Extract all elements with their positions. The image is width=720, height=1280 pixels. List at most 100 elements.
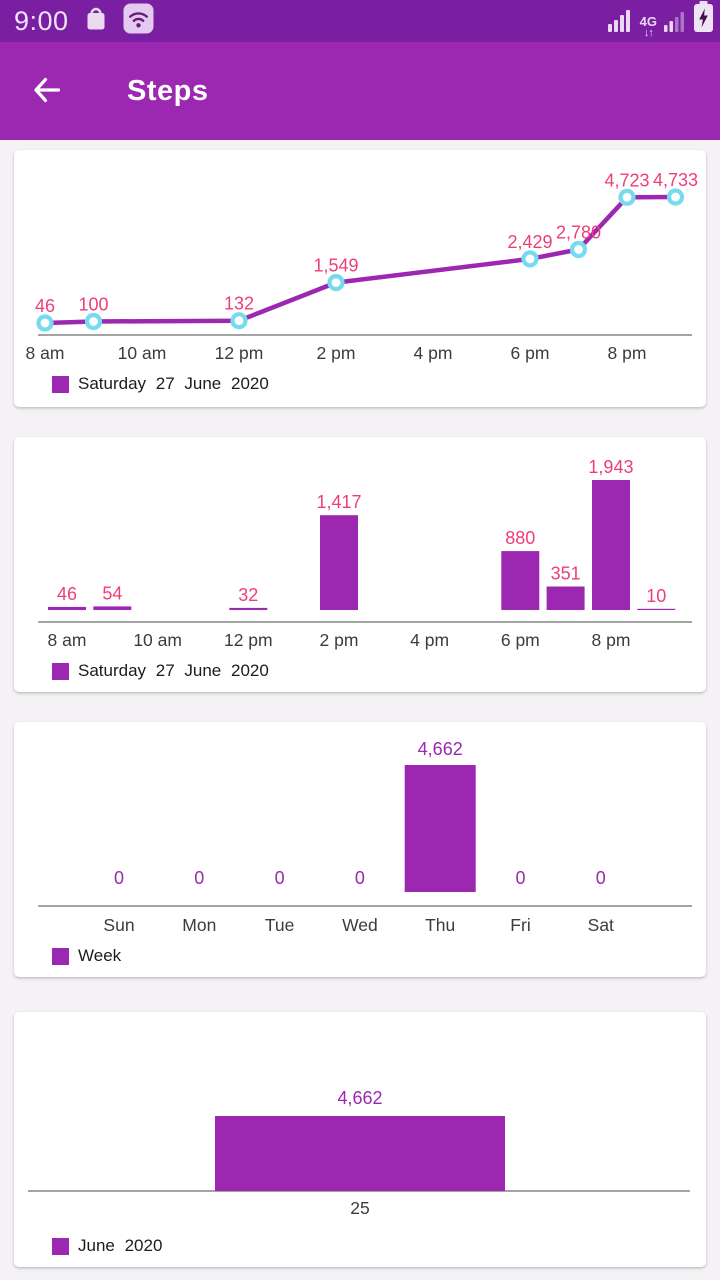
value-label: 4,662: [337, 1088, 382, 1108]
legend: June 2020: [52, 1236, 162, 1256]
x-tick-label: Fri: [510, 915, 530, 935]
battery-charging-icon: [693, 0, 714, 37]
value-label: 351: [551, 564, 581, 584]
x-tick-label: Sat: [588, 915, 614, 935]
data-point-marker: [230, 312, 248, 330]
legend-label: Week: [78, 946, 122, 965]
bar: [592, 480, 630, 610]
x-tick-label: 8 pm: [608, 343, 647, 363]
x-tick-label: 2 pm: [317, 343, 356, 363]
bar: [320, 515, 358, 610]
x-tick-label: Tue: [265, 915, 295, 935]
arrow-left-icon: [29, 73, 63, 110]
legend: Saturday 27 June 2020: [52, 374, 269, 394]
chart-card-month: 25 4,662 June 2020: [14, 1012, 706, 1267]
value-label: 46: [35, 296, 55, 316]
monthly-steps-bar-chart[interactable]: 25 4,662: [14, 1012, 706, 1267]
data-point-marker: [327, 274, 345, 292]
value-label: 0: [194, 868, 204, 888]
value-label: 54: [102, 583, 122, 603]
hourly-steps-bar-chart[interactable]: 8 am 10 am 12 pm 2 pm 4 pm 6 pm 8 pm 46 54 32 1,41…: [14, 437, 706, 692]
x-tick-label: Thu: [425, 915, 455, 935]
legend-swatch: [52, 662, 69, 680]
legend: Week: [52, 946, 121, 966]
value-label: 1,549: [313, 256, 358, 276]
x-tick-label: Sun: [103, 915, 134, 935]
wifi-badge-icon: [123, 3, 154, 39]
legend-swatch: [52, 947, 69, 965]
back-button[interactable]: [18, 63, 74, 119]
network-type-label: 4G: [639, 13, 657, 29]
bar: [404, 765, 476, 892]
value-label: 0: [114, 868, 124, 888]
value-label: 2,429: [507, 232, 552, 252]
value-label: 10: [646, 586, 666, 606]
bar: [48, 606, 86, 610]
bar: [637, 608, 676, 610]
status-bar-right: 4G ↓↑: [607, 0, 714, 42]
x-tick-label: 8 am: [48, 630, 87, 650]
value-label: 1,417: [316, 492, 361, 512]
value-label: 4,723: [604, 170, 649, 190]
x-tick-label: 6 pm: [501, 630, 540, 650]
signal-strength-icon: [607, 9, 633, 37]
x-tick-label: 10 am: [118, 343, 167, 363]
network-arrows: ↓↑: [643, 26, 654, 39]
value-label: 100: [78, 295, 108, 315]
value-label: 32: [238, 585, 258, 605]
bag-icon: [84, 5, 108, 37]
weekly-steps-bar-chart[interactable]: Sun Mon Tue Wed Thu Fri Sat 0 0 0 0 4,662 0 0: [14, 722, 706, 977]
x-tick-label: 4 pm: [414, 343, 453, 363]
chart-card-hourly-bars: 8 am 10 am 12 pm 2 pm 4 pm 6 pm 8 pm 46 54 32 1,41…: [14, 437, 706, 692]
data-point-marker: [36, 314, 54, 332]
data-point-marker: [569, 240, 588, 259]
legend-label: Saturday 27 June 2020: [78, 374, 269, 393]
value-label: 4,662: [418, 739, 463, 759]
x-tick-label: 8 pm: [592, 630, 631, 650]
network-4g-icon: 4G ↓↑: [640, 15, 657, 39]
x-tick-label: 6 pm: [511, 343, 550, 363]
value-label: 0: [596, 868, 606, 888]
value-label: 132: [224, 294, 254, 314]
hourly-steps-line-chart[interactable]: 8 am 10 am 12 pm 2 pm 4 pm 6 pm 8 pm 46 100 132 1,…: [14, 150, 706, 407]
x-tick-label: 12 pm: [224, 630, 273, 650]
app-bar: Steps: [0, 42, 720, 140]
value-label: 4,733: [653, 170, 698, 190]
legend-label: Saturday 27 June 2020: [78, 661, 269, 680]
value-label: 1,943: [588, 457, 633, 477]
x-tick-label: 25: [350, 1198, 369, 1218]
status-bar-left: 9:00: [14, 0, 154, 42]
data-point-marker: [618, 188, 636, 206]
value-label: 0: [355, 868, 365, 888]
bar: [501, 551, 540, 610]
data-point-marker: [666, 188, 685, 206]
signal-strength-2-icon: [664, 9, 686, 37]
data-point-marker: [84, 312, 103, 331]
bar: [93, 606, 132, 610]
x-tick-label: 8 am: [26, 343, 65, 363]
x-tick-label: Wed: [342, 915, 378, 935]
status-clock: 9:00: [14, 6, 69, 36]
chart-card-hourly-line: 8 am 10 am 12 pm 2 pm 4 pm 6 pm 8 pm 46 100 132 1,…: [14, 150, 706, 407]
data-point-marker: [521, 250, 539, 268]
legend-label: June 2020: [78, 1236, 163, 1255]
value-label: 2,780: [556, 223, 601, 243]
legend-swatch: [52, 1237, 69, 1255]
value-label: 880: [505, 528, 535, 548]
x-tick-label: Mon: [182, 915, 216, 935]
page-title: Steps: [127, 74, 209, 107]
bar: [229, 607, 268, 610]
chart-card-week: Sun Mon Tue Wed Thu Fri Sat 0 0 0 0 4,662 0 0 Week: [14, 722, 706, 977]
value-label: 46: [57, 584, 77, 604]
value-label: 0: [515, 868, 525, 888]
x-tick-label: 2 pm: [320, 630, 359, 650]
status-bar: 9:00 4G ↓↑: [0, 0, 720, 42]
bar: [215, 1116, 505, 1191]
legend: Saturday 27 June 2020: [52, 661, 269, 681]
x-tick-label: 4 pm: [410, 630, 449, 650]
x-tick-label: 10 am: [133, 630, 182, 650]
legend-swatch: [52, 375, 69, 393]
x-tick-label: 12 pm: [215, 343, 264, 363]
line-series: [42, 194, 678, 326]
value-label: 0: [275, 868, 285, 888]
